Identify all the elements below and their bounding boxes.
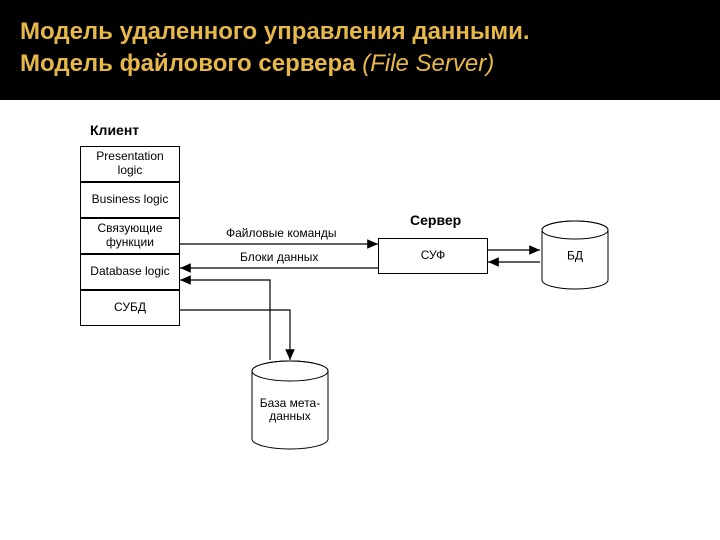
title-line1: Модель удаленного управления данными. <box>20 18 530 45</box>
edge-label-top: Файловые команды <box>226 226 337 240</box>
edge-label-bottom: Блоки данных <box>240 250 318 264</box>
cylinder-db: БД <box>540 220 610 290</box>
box-database-logic: Database logic <box>80 254 180 290</box>
slide-header: Модель удаленного управления данными. Мо… <box>0 0 720 100</box>
box-business-logic: Business logic <box>80 182 180 218</box>
diagram-area: Клиент Сервер Presentation logic Busines… <box>0 100 720 540</box>
title-line2a: Модель файлового сервера <box>20 50 362 77</box>
client-label: Клиент <box>90 122 139 138</box>
box-presentation-logic: Presentation logic <box>80 146 180 182</box>
title-line2b: (File Server) <box>362 50 494 77</box>
slide-title: Модель удаленного управления данными. Мо… <box>20 16 700 81</box>
server-label: Сервер <box>410 212 461 228</box>
cylinder-meta: База мета-данных <box>250 360 330 450</box>
box-suf: СУФ <box>378 238 488 274</box>
cylinder-db-label: БД <box>540 250 610 263</box>
box-subd: СУБД <box>80 290 180 326</box>
box-binding-functions: Связующие функции <box>80 218 180 254</box>
cylinder-meta-label: База мета-данных <box>250 397 330 423</box>
